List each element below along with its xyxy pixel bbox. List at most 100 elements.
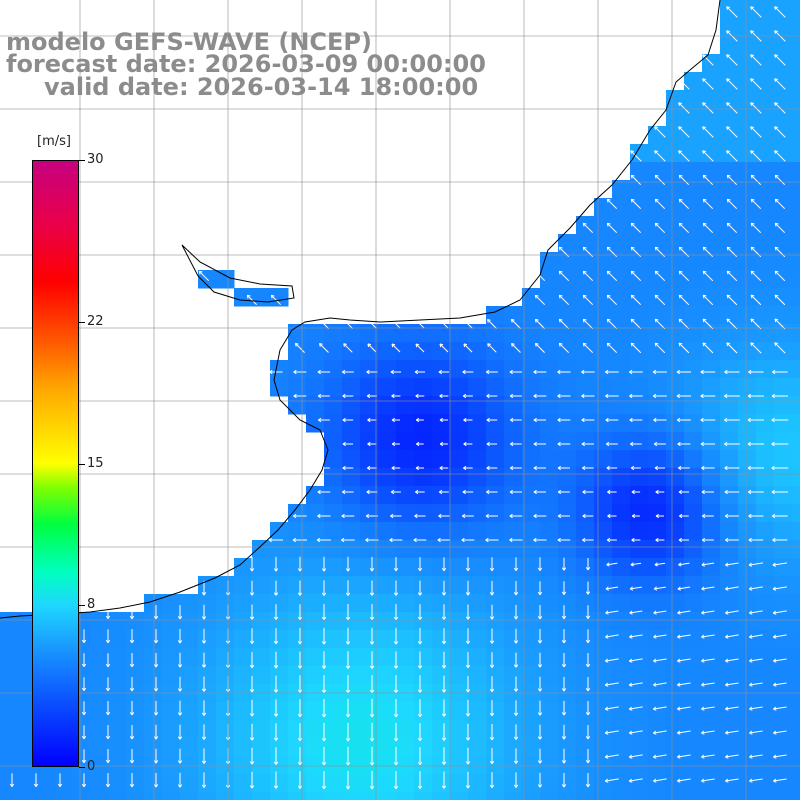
wind-arrow <box>177 676 183 692</box>
field-cell <box>216 738 235 757</box>
wind-arrow <box>605 441 618 447</box>
wind-arrow <box>771 465 789 471</box>
field-cell <box>504 630 523 649</box>
wind-arrow <box>749 658 763 663</box>
wind-arrow <box>463 465 473 471</box>
field-cell <box>792 396 800 415</box>
field-cell <box>378 720 397 739</box>
wind-arrow <box>369 604 375 621</box>
field-cell <box>594 216 613 235</box>
field-cell <box>720 576 739 595</box>
wind-arrow <box>367 343 377 353</box>
wind-arrow <box>415 489 425 495</box>
field-cell <box>234 288 253 307</box>
wind-arrow <box>534 270 546 282</box>
field-cell <box>756 504 775 523</box>
wind-vector-arrows <box>9 6 789 790</box>
field-cell <box>522 738 541 757</box>
field-cell <box>378 486 397 505</box>
field-cell <box>684 126 703 145</box>
field-cell <box>756 756 775 775</box>
field-cell <box>270 792 289 800</box>
field-cell <box>342 756 361 775</box>
field-cell <box>594 720 613 739</box>
field-cell <box>612 630 631 649</box>
wind-arrow <box>415 417 424 423</box>
wind-arrow <box>273 699 279 717</box>
field-cell <box>774 702 793 721</box>
wind-arrow <box>726 174 738 186</box>
field-cell <box>306 666 325 685</box>
field-cell <box>702 180 721 199</box>
field-cell <box>198 648 217 667</box>
wind-arrow <box>774 102 786 114</box>
wind-arrow <box>486 465 498 471</box>
field-cell <box>504 342 523 361</box>
field-cell <box>774 252 793 271</box>
field-cell <box>738 198 757 217</box>
wind-arrow <box>557 537 571 543</box>
field-cell <box>594 288 613 307</box>
field-cell <box>450 576 469 595</box>
field-cell <box>360 360 379 379</box>
wind-arrow <box>585 773 591 788</box>
wind-arrow <box>652 730 667 735</box>
field-cell <box>288 576 307 595</box>
field-cell <box>216 720 235 739</box>
field-cell <box>18 666 37 685</box>
field-cell <box>630 306 649 325</box>
wind-arrow <box>701 562 715 567</box>
wind-arrow <box>628 730 643 735</box>
wind-arrow <box>465 580 471 596</box>
wind-arrow <box>630 270 642 282</box>
wind-arrow <box>533 417 547 423</box>
wind-arrow <box>676 417 691 423</box>
field-cell <box>774 180 793 199</box>
field-cell <box>540 468 559 487</box>
field-cell <box>612 612 631 631</box>
field-cell <box>18 756 37 775</box>
field-cell <box>180 756 199 775</box>
wind-arrow <box>369 556 375 572</box>
field-cell <box>144 630 163 649</box>
wind-arrow <box>585 629 591 644</box>
field-cell <box>306 378 325 397</box>
wind-arrow <box>726 54 738 66</box>
field-cell <box>522 522 541 541</box>
field-cell <box>288 648 307 667</box>
field-cell <box>522 414 541 433</box>
wind-arrow <box>726 222 738 234</box>
field-cell <box>396 522 415 541</box>
field-cell <box>792 18 800 37</box>
field-cell <box>558 414 577 433</box>
field-cell <box>648 324 667 343</box>
wind-arrow <box>774 342 786 354</box>
wind-arrow <box>652 393 667 399</box>
field-cell <box>342 486 361 505</box>
field-cell <box>558 774 577 793</box>
field-cell <box>756 720 775 739</box>
field-cell <box>360 756 379 775</box>
wind-arrow <box>701 682 715 687</box>
field-cell <box>306 738 325 757</box>
wind-arrow <box>509 489 522 495</box>
field-cell <box>612 504 631 523</box>
field-cell <box>378 414 397 433</box>
field-cell <box>144 666 163 685</box>
field-cell <box>342 612 361 631</box>
field-cell <box>612 396 631 415</box>
wind-arrow <box>105 773 111 788</box>
field-cell <box>162 774 181 793</box>
field-cell <box>648 468 667 487</box>
wind-arrow <box>678 562 690 567</box>
field-cell <box>540 252 559 271</box>
field-cell <box>18 702 37 721</box>
field-cell <box>684 612 703 631</box>
field-cell <box>684 360 703 379</box>
field-cell <box>360 774 379 793</box>
field-cell <box>162 594 181 613</box>
wind-arrow <box>582 294 594 306</box>
field-cell <box>432 540 451 559</box>
field-cell <box>270 594 289 613</box>
field-cell <box>36 792 55 800</box>
